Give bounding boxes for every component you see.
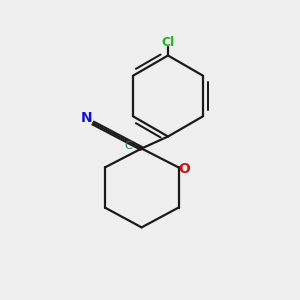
Text: N: N (81, 111, 92, 124)
Text: O: O (178, 162, 190, 176)
Text: Cl: Cl (161, 36, 175, 50)
Text: C: C (124, 141, 132, 151)
